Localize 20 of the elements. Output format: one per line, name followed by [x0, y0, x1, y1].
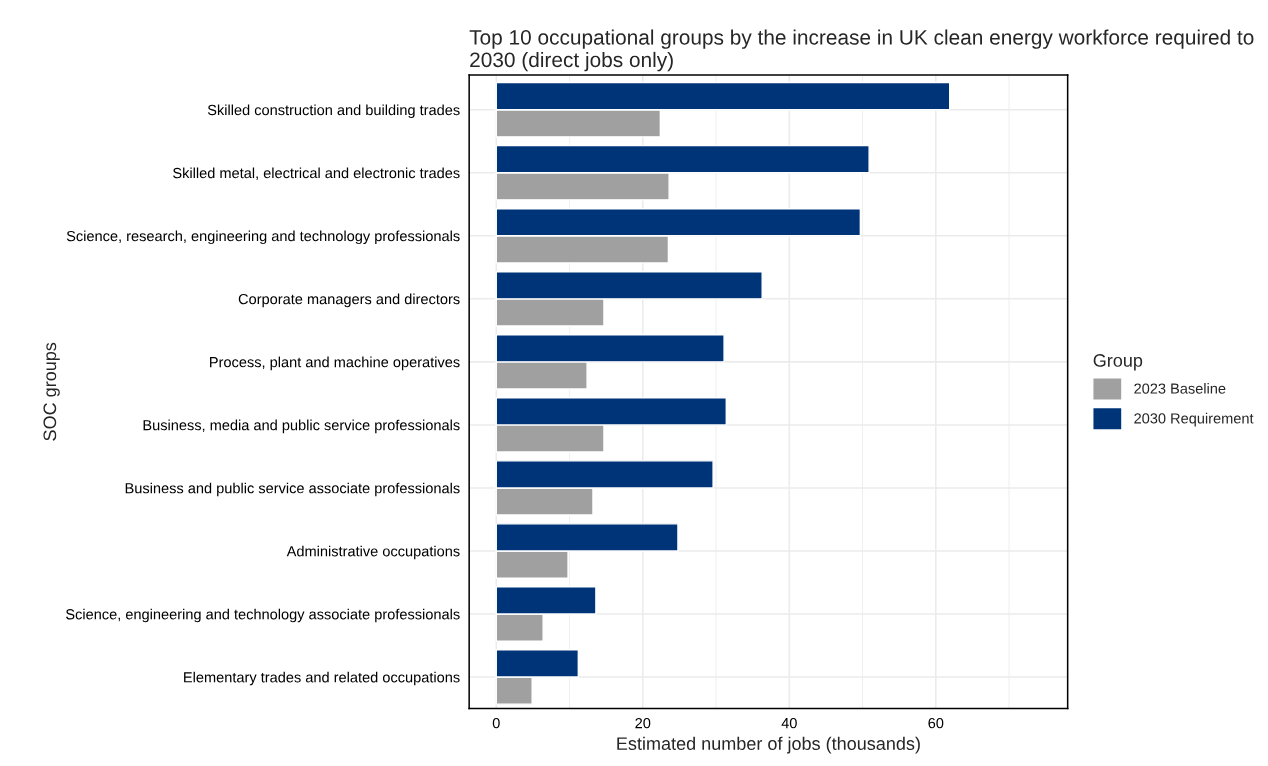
y-tick-label: Business and public service associate professionals: [125, 482, 460, 497]
x-tick-label: 0: [492, 717, 500, 729]
y-tick-label: Process, plant and machine operatives: [210, 356, 460, 371]
x-axis-title: Estimated number of jobs (thousands): [617, 736, 920, 754]
y-tick-label: Elementary trades and related occupations: [184, 671, 460, 686]
chart-title: Top 10 occupational groups by the increase in UK clean energy workforce required to 2030 (direct jobs only): [469, 29, 1254, 72]
legend-label: 2030 Requirement: [1134, 412, 1254, 427]
x-tick-label: 60: [928, 717, 944, 729]
y-axis-title: SOC groups: [43, 342, 60, 441]
x-tick-label: 40: [781, 717, 797, 729]
y-tick-label: Skilled construction and building trades: [207, 104, 460, 119]
legend-title: Group: [1093, 354, 1143, 371]
y-tick-label: Corporate managers and directors: [238, 293, 460, 308]
y-tick-label: Business, media and public service professionals: [143, 419, 460, 434]
legend-label: 2023 Baseline: [1134, 383, 1226, 394]
y-tick-label: Skilled metal, electrical and electronic trades: [173, 167, 460, 180]
x-tick-label: 20: [635, 717, 651, 729]
y-tick-label: Science, engineering and technology associate professionals: [66, 608, 460, 623]
y-tick-label: Science, research, engineering and technology professionals: [66, 230, 460, 245]
y-tick-label: Administrative occupations: [286, 545, 460, 560]
